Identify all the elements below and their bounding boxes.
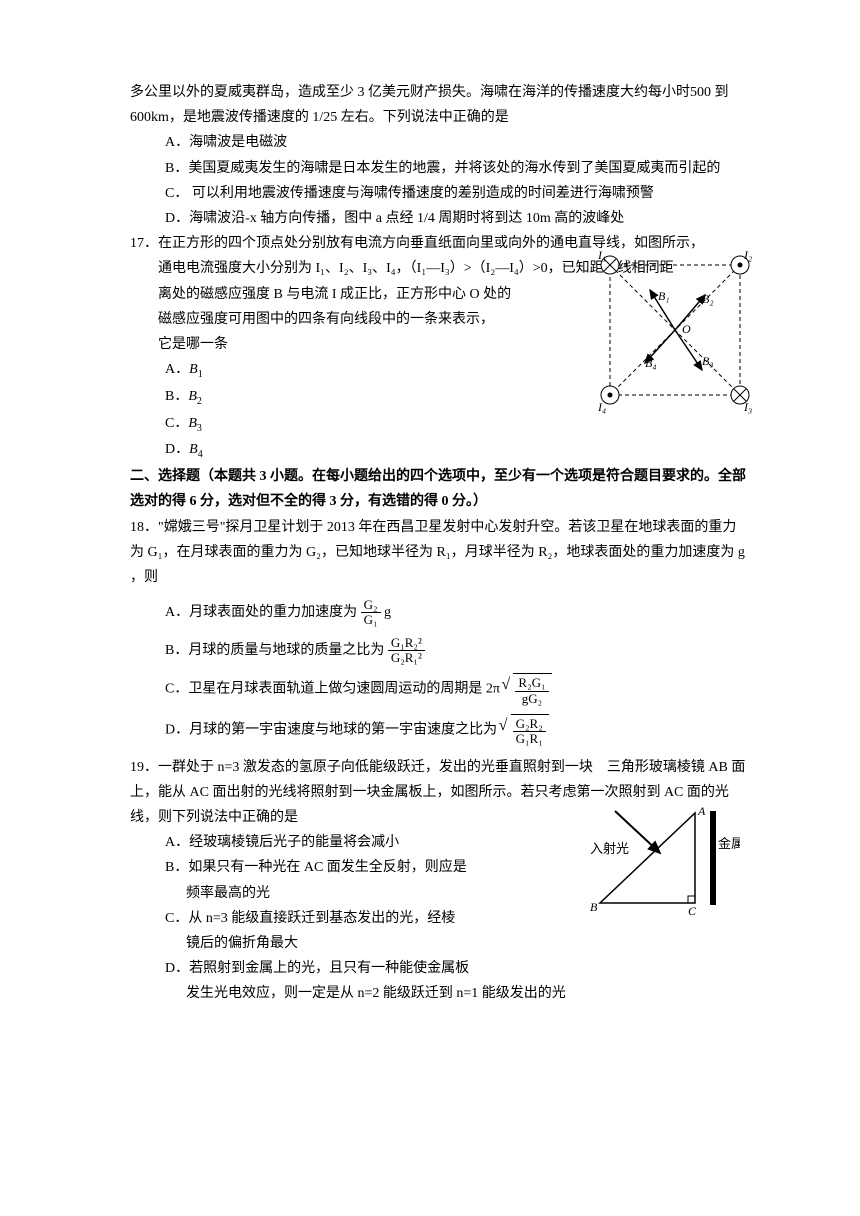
svg-text:金属板: 金属板 (718, 836, 740, 851)
q18-stem: 18．"嫦娥三号"探月卫星计划于 2013 年在西昌卫星发射中心发射升空。若该卫… (130, 515, 750, 591)
svg-text:A: A (697, 804, 706, 818)
q19-optD2: 发生光电效应，则一定是从 n=2 能级跃迁到 n=1 能级发出的光 (186, 981, 750, 1006)
q18-optC: C．卫星在月球表面轨道上做匀速圆周运动的周期是 2π R₂G₁gG₂ (165, 673, 750, 706)
svg-text:B₁: B₁ (658, 289, 670, 303)
svg-text:O: O (682, 322, 691, 336)
q16-optC: C． 可以利用地震波传播速度与海啸传播速度的差别造成的时间差进行海啸预警 (165, 181, 750, 206)
q16-tail: 多公里以外的夏威夷群岛，造成至少 3 亿美元财产损失。海啸在海洋的传播速度大约每… (130, 80, 750, 231)
q16-optD: D．海啸波沿-x 轴方向传播，图中 a 点经 1/4 周期时将到达 10m 高的… (165, 206, 750, 231)
svg-text:入射光: 入射光 (590, 841, 629, 856)
svg-text:I₂: I₂ (743, 248, 752, 262)
q19: 19．一群处于 n=3 激发态的氢原子向低能级跃迁，发出的光垂直照射到一块 三角… (130, 755, 750, 1007)
q17: 17．在正方形的四个顶点处分别放有电流方向垂直纸面向里或向外的通电直导线，如图所… (130, 231, 750, 464)
svg-text:B₃: B₃ (702, 354, 714, 368)
q19-optC2: 镜后的偏折角最大 (186, 931, 750, 956)
svg-text:B: B (590, 900, 598, 914)
q18-optB: B．月球的质量与地球的质量之比为 G₁R₂²G₂R₁² (165, 636, 750, 666)
q19-figure: 入射光 金属板 A B C (560, 803, 740, 923)
q16-lead: 多公里以外的夏威夷群岛，造成至少 3 亿美元财产损失。海啸在海洋的传播速度大约每… (130, 80, 750, 130)
svg-text:B₄: B₄ (645, 356, 657, 370)
q19-optD1: D．若照射到金属上的光，且只有一种能使金属板 (165, 956, 750, 981)
svg-text:I₃: I₃ (743, 400, 752, 414)
section2-header: 二、选择题（本题共 3 小题。在每小题给出的四个选项中，至少有一个选项是符合题目… (130, 464, 750, 514)
q16-optB: B．美国夏威夷发生的海啸是日本发生的地震，并将该处的海水传到了美国夏威夷而引起的 (165, 156, 750, 181)
q18: 18．"嫦娥三号"探月卫星计划于 2013 年在西昌卫星发射中心发射升空。若该卫… (130, 515, 750, 747)
q17-figure: O I₁ I₂ I₃ I₄ B₁ B₂ B₃ B₄ (590, 245, 760, 415)
q18-optD: D．月球的第一宇宙速度与地球的第一宇宙速度之比为 G₂R₂G₁R₁ (165, 714, 750, 747)
svg-text:I₄: I₄ (597, 400, 606, 414)
q16-optA: A．海啸波是电磁波 (165, 130, 750, 155)
svg-text:B₂: B₂ (702, 292, 714, 306)
svg-text:I₁: I₁ (597, 248, 606, 262)
q18-optA: A．月球表面处的重力加速度为 G₂G₁ g (165, 598, 750, 628)
q17-optD: D．B4 (165, 437, 750, 464)
svg-text:C: C (688, 904, 697, 918)
